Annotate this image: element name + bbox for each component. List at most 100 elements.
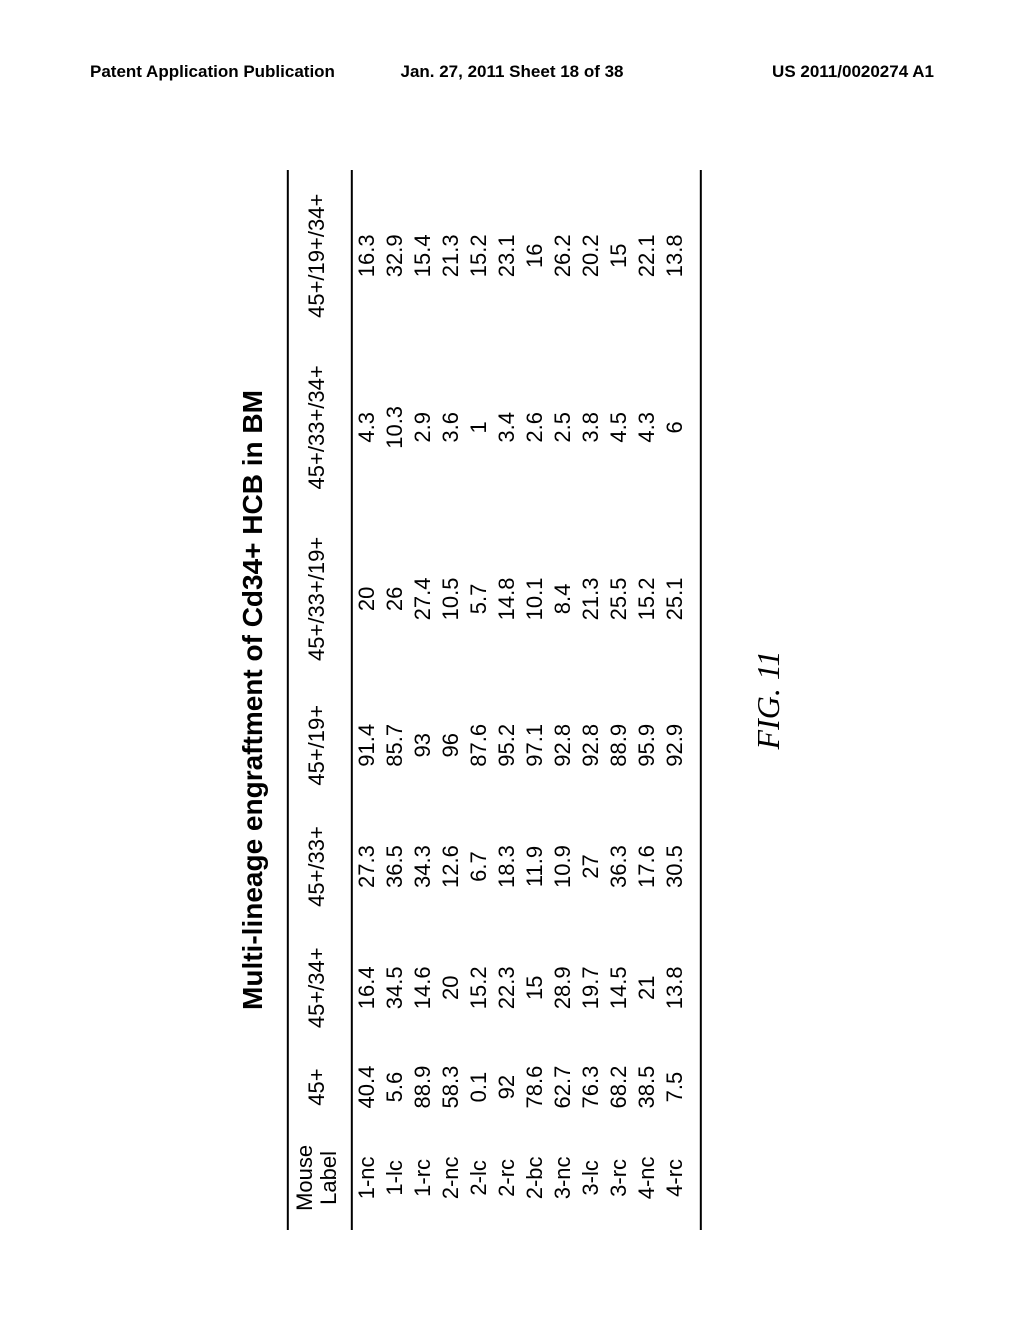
cell: 25.1 <box>661 513 701 685</box>
cell: 18.3 <box>493 806 521 927</box>
cell: 15.4 <box>409 170 437 342</box>
table-row: 3-rc 68.2 14.5 36.3 88.9 25.5 4.5 15 <box>605 170 633 1230</box>
cell: 14.8 <box>493 513 521 685</box>
cell: 22.1 <box>633 170 661 342</box>
rotated-content: Multi-lineage engraftment of Cd34+ HCB i… <box>237 170 787 1230</box>
cell: 2-nc <box>437 1126 465 1230</box>
cell: 6.7 <box>465 806 493 927</box>
table-body: 1-nc 40.4 16.4 27.3 91.4 20 4.3 16.3 1-l… <box>352 170 701 1230</box>
col-45-33: 45+/33+ <box>288 806 352 927</box>
cell: 7.5 <box>661 1048 701 1125</box>
cell: 93 <box>409 685 437 806</box>
cell: 12.6 <box>437 806 465 927</box>
cell: 30.5 <box>661 806 701 927</box>
col-45-33-19: 45+/33+/19+ <box>288 513 352 685</box>
cell: 62.7 <box>549 1048 577 1125</box>
cell: 13.8 <box>661 170 701 342</box>
cell: 58.3 <box>437 1048 465 1125</box>
cell: 4-nc <box>633 1126 661 1230</box>
cell: 87.6 <box>465 685 493 806</box>
cell: 78.6 <box>521 1048 549 1125</box>
cell: 15.2 <box>633 513 661 685</box>
cell: 27.4 <box>409 513 437 685</box>
cell: 20 <box>437 927 465 1048</box>
header-right: US 2011/0020274 A1 <box>772 62 934 82</box>
cell: 10.5 <box>437 513 465 685</box>
cell: 2-bc <box>521 1126 549 1230</box>
cell: 1-nc <box>352 1126 381 1230</box>
cell: 0.1 <box>465 1048 493 1125</box>
cell: 3-rc <box>605 1126 633 1230</box>
cell: 3.4 <box>493 342 521 514</box>
table-title: Multi-lineage engraftment of Cd34+ HCB i… <box>237 170 269 1230</box>
cell: 4.5 <box>605 342 633 514</box>
cell: 92.8 <box>549 685 577 806</box>
cell: 21.3 <box>437 170 465 342</box>
cell: 27 <box>577 806 605 927</box>
cell: 34.3 <box>409 806 437 927</box>
cell: 10.9 <box>549 806 577 927</box>
table-row: 3-lc 76.3 19.7 27 92.8 21.3 3.8 20.2 <box>577 170 605 1230</box>
cell: 38.5 <box>633 1048 661 1125</box>
cell: 1-lc <box>381 1126 409 1230</box>
cell: 16.3 <box>352 170 381 342</box>
col-45-34: 45+/34+ <box>288 927 352 1048</box>
table-header-row: MouseLabel 45+ 45+/34+ 45+/33+ 45+/19+ 4… <box>288 170 352 1230</box>
table-row: 4-rc 7.5 13.8 30.5 92.9 25.1 6 13.8 <box>661 170 701 1230</box>
cell: 16 <box>521 170 549 342</box>
cell: 15 <box>605 170 633 342</box>
cell: 97.1 <box>521 685 549 806</box>
cell: 20.2 <box>577 170 605 342</box>
cell: 68.2 <box>605 1048 633 1125</box>
cell: 5.6 <box>381 1048 409 1125</box>
col-45-19: 45+/19+ <box>288 685 352 806</box>
cell: 34.5 <box>381 927 409 1048</box>
cell: 28.9 <box>549 927 577 1048</box>
table-row: 1-nc 40.4 16.4 27.3 91.4 20 4.3 16.3 <box>352 170 381 1230</box>
data-table: MouseLabel 45+ 45+/34+ 45+/33+ 45+/19+ 4… <box>287 170 702 1230</box>
cell: 36.3 <box>605 806 633 927</box>
cell: 36.5 <box>381 806 409 927</box>
cell: 4.3 <box>633 342 661 514</box>
cell: 88.9 <box>409 1048 437 1125</box>
page: Patent Application Publication Jan. 27, … <box>0 0 1024 1320</box>
cell: 3.6 <box>437 342 465 514</box>
table-row: 2-lc 0.1 15.2 6.7 87.6 5.7 1 15.2 <box>465 170 493 1230</box>
cell: 5.7 <box>465 513 493 685</box>
cell: 16.4 <box>352 927 381 1048</box>
cell: 2.9 <box>409 342 437 514</box>
cell: 3-nc <box>549 1126 577 1230</box>
cell: 21.3 <box>577 513 605 685</box>
col-45-33-34: 45+/33+/34+ <box>288 342 352 514</box>
col-mouse-label: MouseLabel <box>288 1126 352 1230</box>
cell: 92 <box>493 1048 521 1125</box>
cell: 20 <box>352 513 381 685</box>
cell: 85.7 <box>381 685 409 806</box>
cell: 23.1 <box>493 170 521 342</box>
cell: 15 <box>521 927 549 1048</box>
cell: 76.3 <box>577 1048 605 1125</box>
cell: 4-rc <box>661 1126 701 1230</box>
cell: 15.2 <box>465 927 493 1048</box>
cell: 26.2 <box>549 170 577 342</box>
cell: 3-lc <box>577 1126 605 1230</box>
cell: 8.4 <box>549 513 577 685</box>
cell: 92.9 <box>661 685 701 806</box>
cell: 14.6 <box>409 927 437 1048</box>
cell: 2-lc <box>465 1126 493 1230</box>
cell: 13.8 <box>661 927 701 1048</box>
cell: 22.3 <box>493 927 521 1048</box>
table-row: 2-nc 58.3 20 12.6 96 10.5 3.6 21.3 <box>437 170 465 1230</box>
cell: 2.5 <box>549 342 577 514</box>
cell: 1-rc <box>409 1126 437 1230</box>
cell: 32.9 <box>381 170 409 342</box>
cell: 1 <box>465 342 493 514</box>
cell: 19.7 <box>577 927 605 1048</box>
cell: 25.5 <box>605 513 633 685</box>
cell: 17.6 <box>633 806 661 927</box>
cell: 88.9 <box>605 685 633 806</box>
cell: 11.9 <box>521 806 549 927</box>
cell: 2-rc <box>493 1126 521 1230</box>
table-row: 2-rc 92 22.3 18.3 95.2 14.8 3.4 23.1 <box>493 170 521 1230</box>
cell: 2.6 <box>521 342 549 514</box>
